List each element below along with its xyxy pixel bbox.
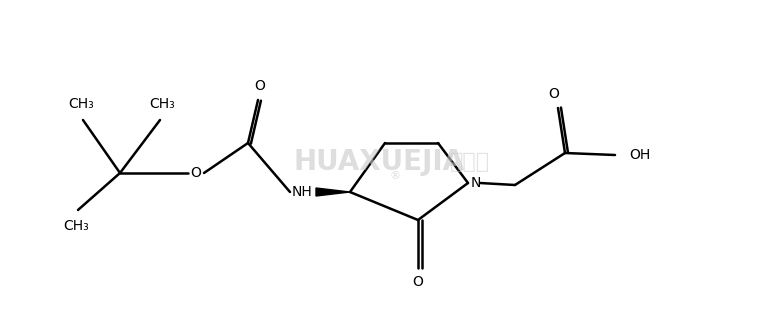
Text: CH₃: CH₃: [68, 97, 94, 111]
Text: O: O: [190, 166, 202, 180]
Text: NH: NH: [292, 185, 312, 199]
Text: OH: OH: [629, 148, 650, 162]
Text: O: O: [412, 275, 424, 289]
Text: HUAXUEJIA: HUAXUEJIA: [293, 148, 465, 176]
Text: ®: ®: [390, 171, 400, 181]
Text: CH₃: CH₃: [63, 219, 89, 233]
Text: O: O: [549, 87, 559, 101]
Text: 化学加: 化学加: [450, 152, 490, 172]
Text: CH₃: CH₃: [149, 97, 175, 111]
Polygon shape: [316, 188, 350, 196]
Text: O: O: [255, 79, 265, 93]
Text: N: N: [471, 176, 481, 190]
